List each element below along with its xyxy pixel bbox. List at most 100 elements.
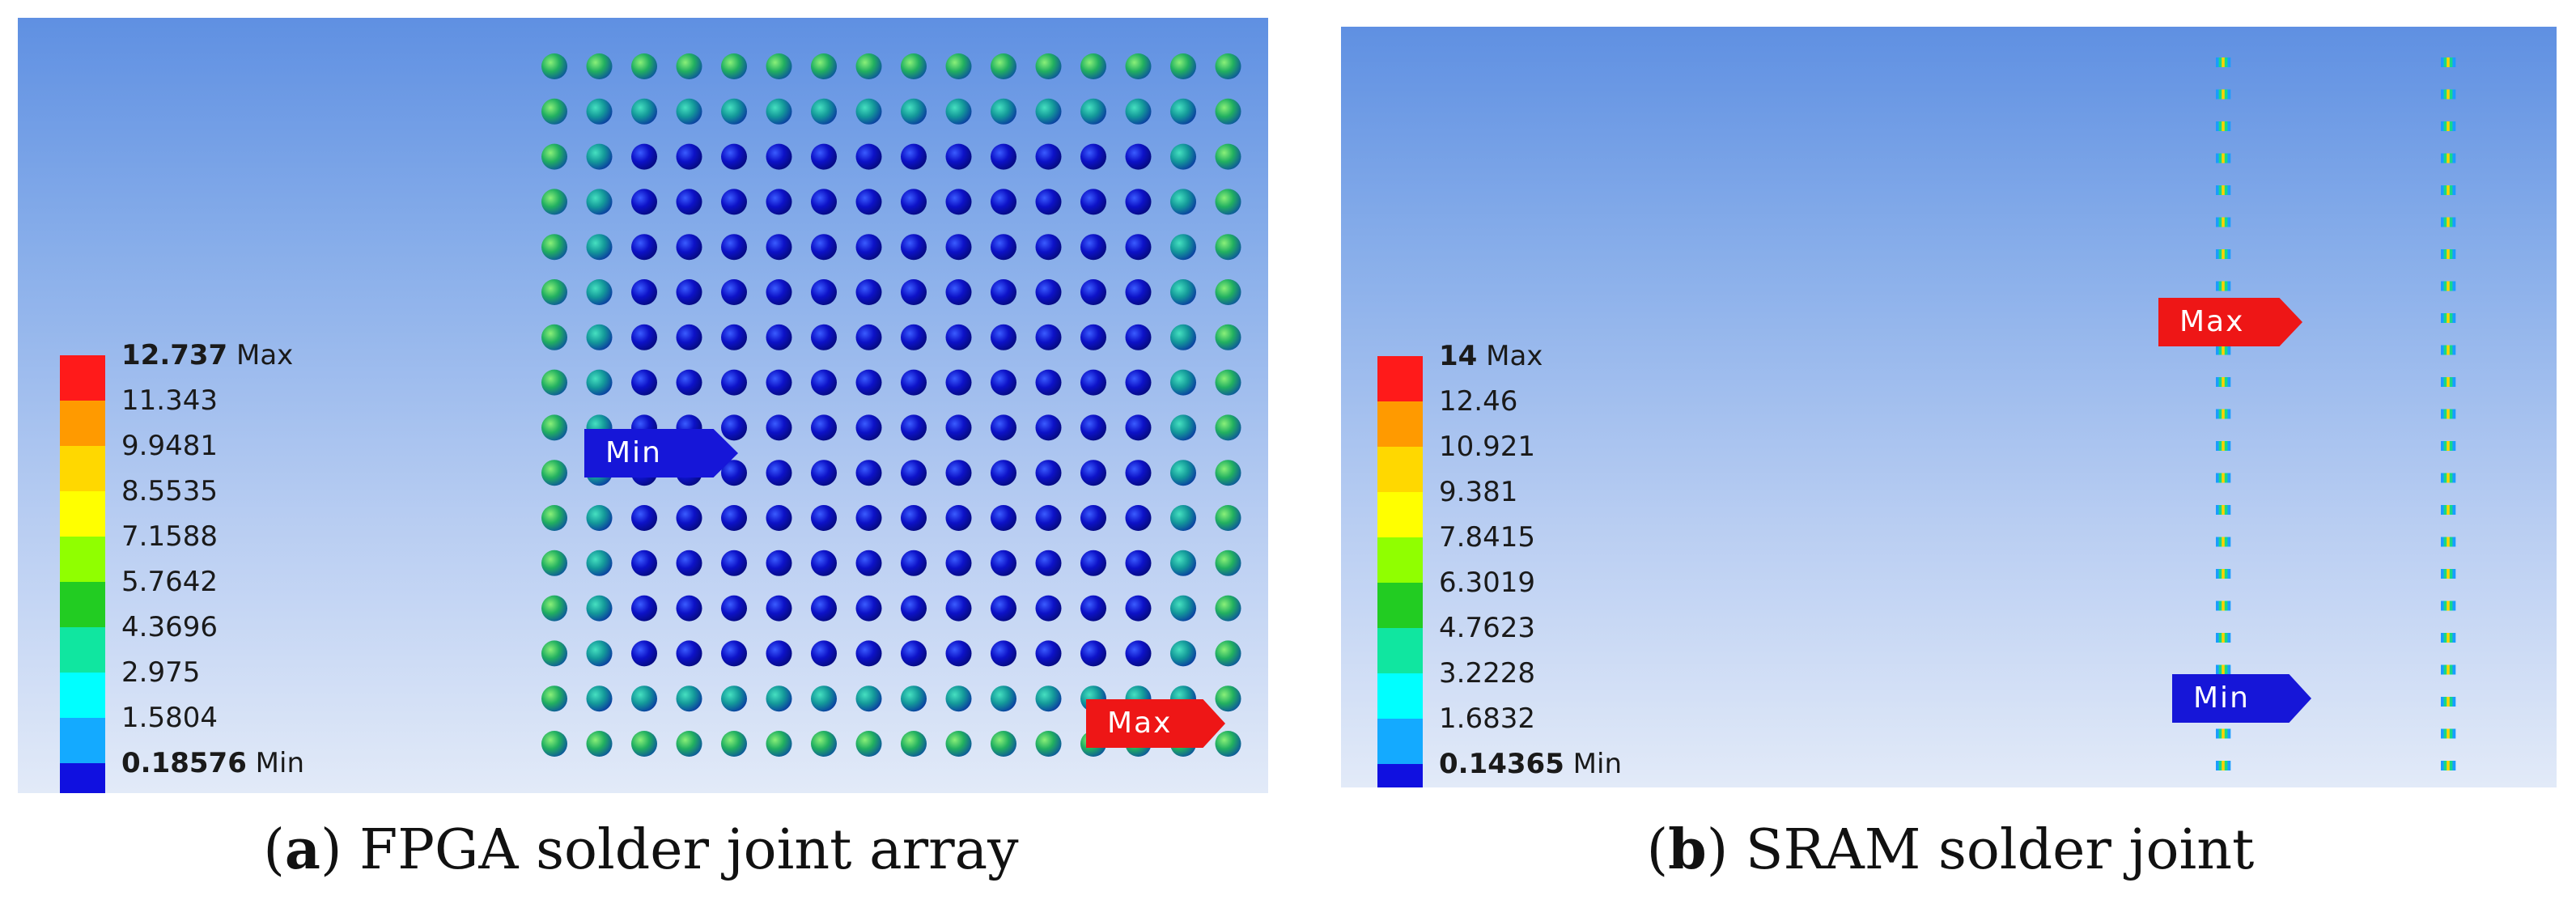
fpga-solder-ball <box>586 731 613 757</box>
fpga-solder-ball <box>676 98 702 125</box>
fpga-solder-ball <box>721 550 747 576</box>
sram-min-probe: Min <box>2172 674 2311 723</box>
sram-solder-joint <box>2441 441 2456 451</box>
sram-legend-label: 4.7623 <box>1439 612 1535 644</box>
fpga-min-probe: Min <box>584 429 738 477</box>
sram-max-probe: Max <box>2158 298 2302 346</box>
sram-solder-joint <box>2216 505 2231 515</box>
sram-legend-labels: 14 Max 12.46 10.921 9.381 7.8415 6.3019 … <box>1439 333 1622 787</box>
fpga-solder-ball <box>811 640 837 667</box>
fpga-solder-ball <box>1035 189 1062 215</box>
fpga-solder-ball <box>811 143 837 170</box>
fpga-solder-ball <box>541 731 567 757</box>
fpga-solder-ball <box>766 731 792 757</box>
fpga-solder-ball <box>766 595 792 622</box>
fpga-solder-ball <box>1035 731 1062 757</box>
fpga-solder-ball <box>1170 414 1196 441</box>
fpga-solder-ball <box>721 324 747 350</box>
fpga-solder-ball <box>855 460 882 486</box>
sram-solder-joint <box>2441 153 2456 163</box>
fpga-solder-ball <box>631 685 657 712</box>
sram-solder-joint <box>2441 185 2456 195</box>
fpga-solder-ball <box>676 234 702 261</box>
fpga-solder-ball <box>1170 234 1196 261</box>
fpga-solder-ball <box>586 550 613 576</box>
fpga-solder-ball <box>721 369 747 396</box>
sram-solder-joint <box>2441 313 2456 323</box>
fpga-solder-ball <box>945 234 972 261</box>
fpga-solder-ball <box>1215 369 1241 396</box>
fpga-solder-ball <box>1035 460 1062 486</box>
fpga-solder-ball <box>1215 98 1241 125</box>
fpga-solder-ball <box>991 143 1016 170</box>
legend-color-swatch <box>60 763 105 793</box>
legend-color-swatch <box>1377 492 1423 537</box>
fpga-solder-ball <box>766 143 792 170</box>
fpga-solder-ball <box>1080 595 1106 622</box>
sram-solder-joint <box>2441 121 2456 131</box>
fpga-solder-ball <box>676 324 702 350</box>
sram-legend-min-label: 0.14365 Min <box>1439 748 1623 780</box>
fpga-solder-ball <box>766 460 792 486</box>
legend-color-swatch <box>1377 356 1423 401</box>
sram-solder-joint <box>2441 601 2456 611</box>
fpga-solder-ball <box>586 53 613 79</box>
legend-color-swatch <box>60 627 105 673</box>
sram-solder-joint <box>2216 664 2231 675</box>
fpga-solder-ball <box>855 685 882 712</box>
fpga-solder-ball <box>855 414 882 441</box>
sram-solder-joint <box>2441 537 2456 547</box>
fpga-solder-ball <box>945 595 972 622</box>
fpga-solder-ball <box>901 595 927 622</box>
sram-solder-joint <box>2216 473 2231 483</box>
fpga-solder-ball <box>586 505 613 531</box>
sram-solder-joint <box>2441 345 2456 355</box>
fpga-solder-ball <box>631 369 657 396</box>
fpga-solder-ball <box>991 685 1016 712</box>
caption-a: (a) FPGA solder joint array <box>263 817 1019 882</box>
fpga-solder-ball <box>721 731 747 757</box>
fpga-solder-ball <box>586 685 613 712</box>
fpga-solder-ball <box>1125 414 1152 441</box>
sram-solder-joint <box>2441 249 2456 259</box>
fpga-solder-ball <box>721 460 747 486</box>
fpga-solder-ball <box>1170 189 1196 215</box>
sram-solder-joint <box>2216 537 2231 547</box>
fpga-max-probe: Max <box>1086 699 1225 748</box>
fpga-legend-label: 5.7642 <box>121 566 218 598</box>
caption-b: (b) SRAM solder joint <box>1646 817 2255 882</box>
sram-solder-joint <box>2216 409 2231 419</box>
fpga-solder-ball <box>676 53 702 79</box>
fpga-solder-ball <box>1170 98 1196 125</box>
fpga-solder-ball <box>1170 640 1196 667</box>
fpga-solder-ball <box>766 98 792 125</box>
fpga-solder-ball <box>586 324 613 350</box>
fpga-solder-ball <box>721 595 747 622</box>
fpga-legend-label: 2.975 <box>121 656 201 689</box>
fpga-solder-ball <box>586 189 613 215</box>
fpga-solder-ball <box>991 53 1016 79</box>
fpga-solder-ball <box>945 53 972 79</box>
fpga-solder-ball <box>721 685 747 712</box>
sram-legend-label: 12.46 <box>1439 385 1518 418</box>
fpga-solder-ball <box>991 234 1016 261</box>
sram-solder-joint <box>2441 664 2456 675</box>
fpga-solder-ball <box>1035 279 1062 305</box>
sram-legend-label: 10.921 <box>1439 431 1535 463</box>
sram-legend-label: 6.3019 <box>1439 567 1535 599</box>
fpga-solder-ball <box>811 414 837 441</box>
fpga-solder-ball <box>1080 324 1106 350</box>
fpga-solder-ball <box>1035 324 1062 350</box>
legend-color-swatch <box>1377 447 1423 492</box>
sram-solder-joint <box>2441 89 2456 100</box>
fpga-solder-ball <box>1035 234 1062 261</box>
fpga-solder-ball <box>855 189 882 215</box>
fpga-solder-ball <box>541 143 567 170</box>
fpga-solder-ball <box>855 53 882 79</box>
fpga-solder-ball <box>1035 595 1062 622</box>
fpga-solder-ball <box>991 460 1016 486</box>
fpga-solder-ball <box>1215 189 1241 215</box>
fpga-solder-ball <box>631 595 657 622</box>
fpga-solder-ball <box>631 640 657 667</box>
fpga-solder-ball <box>1215 505 1241 531</box>
